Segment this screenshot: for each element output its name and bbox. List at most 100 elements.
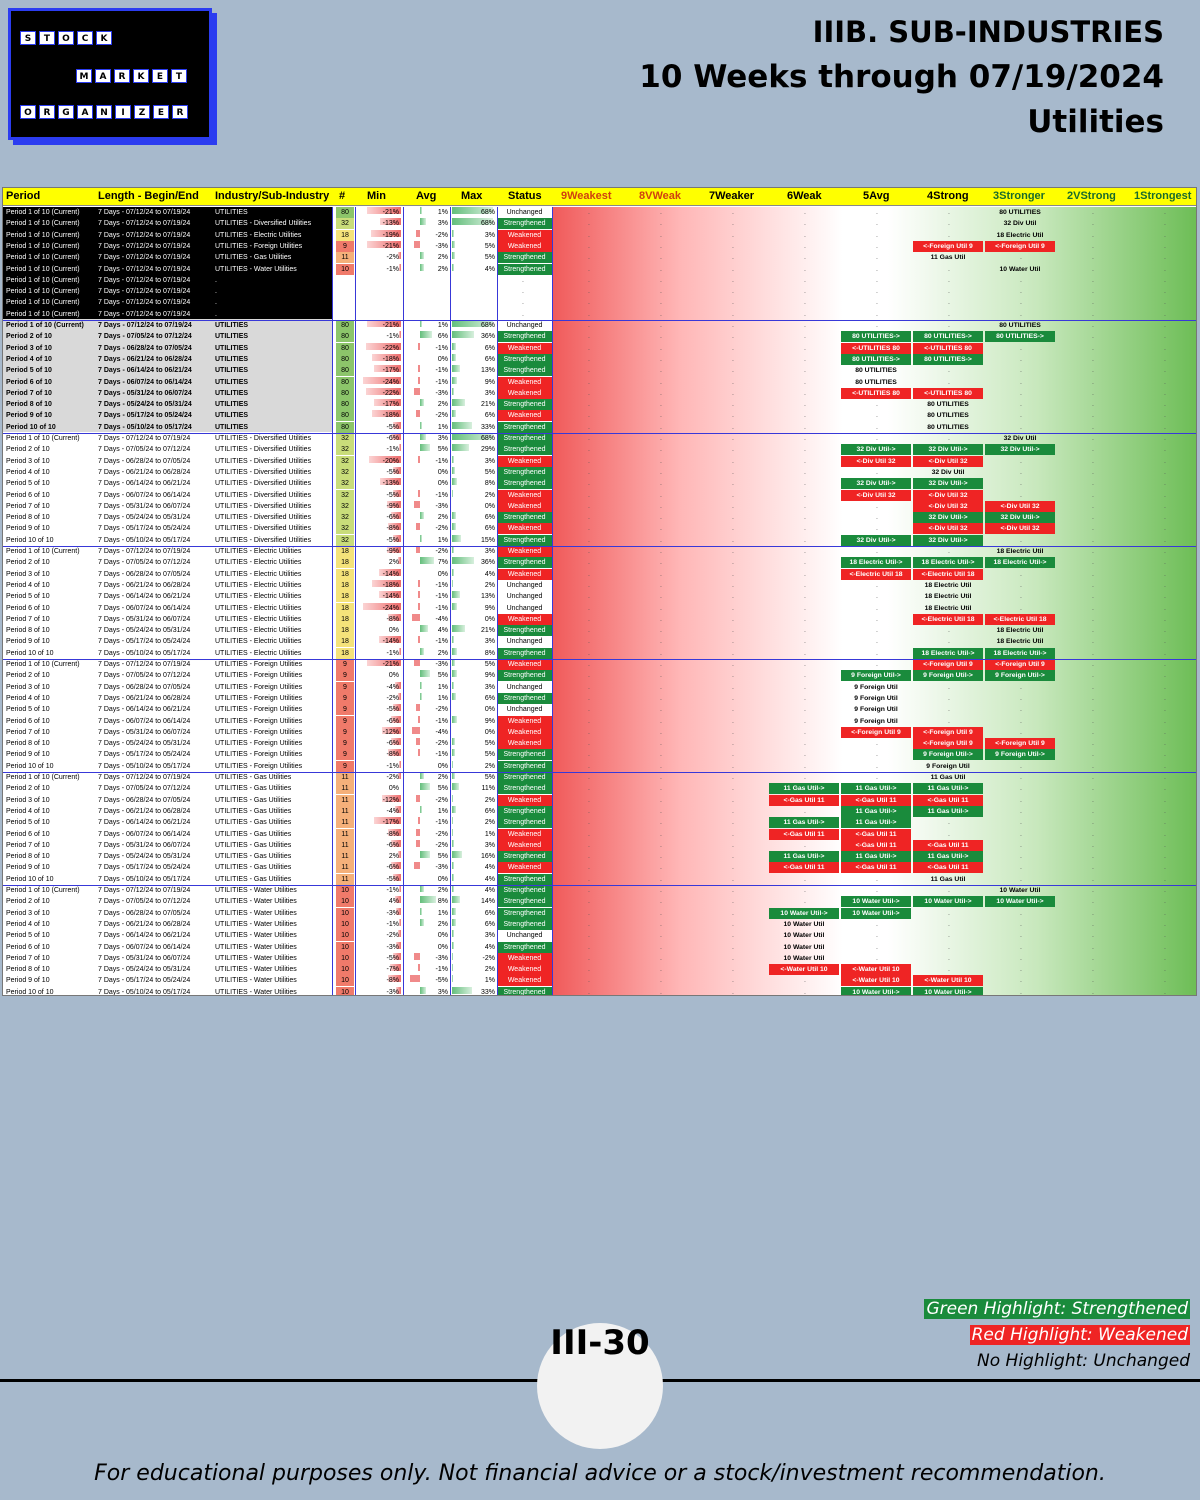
zone-empty: . xyxy=(1164,265,1166,273)
zone-empty: . xyxy=(588,988,590,996)
table-row: Period 8 of 10 7 Days - 05/24/24 to 05/31… xyxy=(3,399,1196,411)
max-cell: 15% xyxy=(480,536,495,544)
zone-empty: . xyxy=(588,344,590,352)
status-cell: Weakened xyxy=(497,568,552,580)
zone-empty: . xyxy=(804,706,806,714)
logo-letter: E xyxy=(153,105,169,119)
avg-cell: 7% xyxy=(437,559,448,567)
max-bar xyxy=(452,263,455,271)
length-cell: 7 Days - 05/24/24 to 05/31/24 xyxy=(98,627,191,635)
industry-cell: UTILITIES - Electric Utilities xyxy=(215,593,302,601)
max-bar xyxy=(452,342,456,350)
count-cell: 10 xyxy=(336,952,354,964)
zone-empty: . xyxy=(660,220,662,228)
count-cell: 32 xyxy=(336,444,354,456)
count-cell: 32 xyxy=(336,466,354,478)
status-cell: Weakened xyxy=(497,828,552,840)
period-cell: Period 2 of 10 xyxy=(6,333,52,341)
industry-cell: UTILITIES xyxy=(215,355,249,363)
length-cell: 7 Days - 06/28/24 to 07/05/24 xyxy=(98,344,192,352)
period-cell: Period 5 of 10 xyxy=(6,932,50,940)
zone-empty: . xyxy=(1020,389,1022,397)
zone-empty: . xyxy=(804,593,806,601)
avg-bar xyxy=(420,218,426,226)
max-cell: 4% xyxy=(484,265,495,273)
max-cell: 2% xyxy=(484,819,495,827)
industry-cell: UTILITIES - Foreign Utilities xyxy=(215,740,303,748)
zone-empty: . xyxy=(804,344,806,352)
zone-empty: . xyxy=(660,683,662,691)
period-cell: Period 4 of 10 xyxy=(6,355,52,363)
min-cell: -6% xyxy=(386,841,399,849)
max-bar xyxy=(452,738,455,746)
zone-label: 32 Div Util-> xyxy=(913,478,983,490)
table-row: Period 3 of 10 7 Days - 06/28/24 to 07/05… xyxy=(3,455,1196,467)
zone-empty: . xyxy=(1092,231,1094,239)
avg-bar xyxy=(418,715,420,723)
zone-empty: . xyxy=(1164,209,1166,216)
length-cell: 7 Days - 05/24/24 to 05/31/24 xyxy=(98,514,191,522)
min-bar xyxy=(396,907,401,915)
min-cell: -14% xyxy=(382,570,399,578)
avg-bar xyxy=(420,263,424,271)
max-bar xyxy=(452,896,461,904)
zone-empty: . xyxy=(876,762,878,770)
count-cell: 9 xyxy=(336,659,354,670)
zone-empty: . xyxy=(804,525,806,533)
period-cell: Period 8 of 10 xyxy=(6,740,50,748)
zone-empty: . xyxy=(660,548,662,555)
zone-empty: . xyxy=(1092,310,1094,318)
zone-empty: . xyxy=(804,276,806,284)
zone-empty: . xyxy=(660,559,662,567)
min-cell: -3% xyxy=(386,909,399,917)
zone-empty: . xyxy=(1092,242,1094,250)
zone-empty: . xyxy=(948,435,950,442)
zone-empty: . xyxy=(660,310,662,318)
max-bar xyxy=(452,952,454,960)
zone-empty: . xyxy=(732,841,734,849)
logo-letter: T xyxy=(39,31,55,45)
industry-title: Utilities xyxy=(1027,104,1164,140)
min-cell: -14% xyxy=(382,638,399,646)
period-cell: Period 8 of 10 xyxy=(6,853,50,861)
length-cell: 7 Days - 06/14/24 to 06/21/24 xyxy=(98,367,192,375)
zone-empty: . xyxy=(804,288,806,296)
zone-empty: . xyxy=(732,604,734,612)
zone-empty: . xyxy=(1164,706,1166,714)
zone-empty: . xyxy=(732,322,734,329)
zone-label: 32 Div Util xyxy=(1003,220,1037,228)
count-cell: 9 xyxy=(336,760,354,772)
zone-empty: . xyxy=(660,468,662,476)
industry-cell: UTILITIES - Foreign Utilities xyxy=(215,762,303,770)
zone-label: 10 Water Util xyxy=(783,954,825,962)
zone-label: <-Gas Util 11 xyxy=(769,862,839,874)
min-bar xyxy=(391,738,401,746)
zone-empty: . xyxy=(660,875,662,883)
zone-empty: . xyxy=(804,559,806,567)
max-bar xyxy=(452,546,454,553)
zone-label: 9 Foreign Util xyxy=(854,683,898,691)
zone-label: 11 Gas Util xyxy=(930,254,966,262)
zone-empty: . xyxy=(1092,887,1094,894)
industry-cell: UTILITIES - Electric Utilities xyxy=(215,548,302,555)
legend-weakened: Red Highlight: Weakened xyxy=(969,1325,1190,1345)
zone-empty: . xyxy=(732,548,734,555)
avg-cell: -1% xyxy=(435,717,448,725)
zone-empty: . xyxy=(1092,299,1094,307)
max-bar xyxy=(452,591,460,599)
max-cell: 6% xyxy=(484,920,495,928)
max-cell: 2% xyxy=(484,796,495,804)
zone-empty: . xyxy=(732,367,734,375)
min-bar xyxy=(397,930,401,938)
zone-empty: . xyxy=(876,875,878,883)
max-cell: 3% xyxy=(484,457,495,465)
zone-empty: . xyxy=(1092,581,1094,589)
status-cell: Strengthened xyxy=(497,433,552,444)
min-cell: -20% xyxy=(382,457,399,465)
max-bar xyxy=(452,625,465,633)
zone-empty: . xyxy=(804,807,806,815)
zone-empty: . xyxy=(588,841,590,849)
min-bar xyxy=(397,692,401,700)
status-cell: Weakened xyxy=(497,455,552,467)
table-row: Period 1 of 10 (Current) 7 Days - 07/12/2… xyxy=(3,207,1196,218)
